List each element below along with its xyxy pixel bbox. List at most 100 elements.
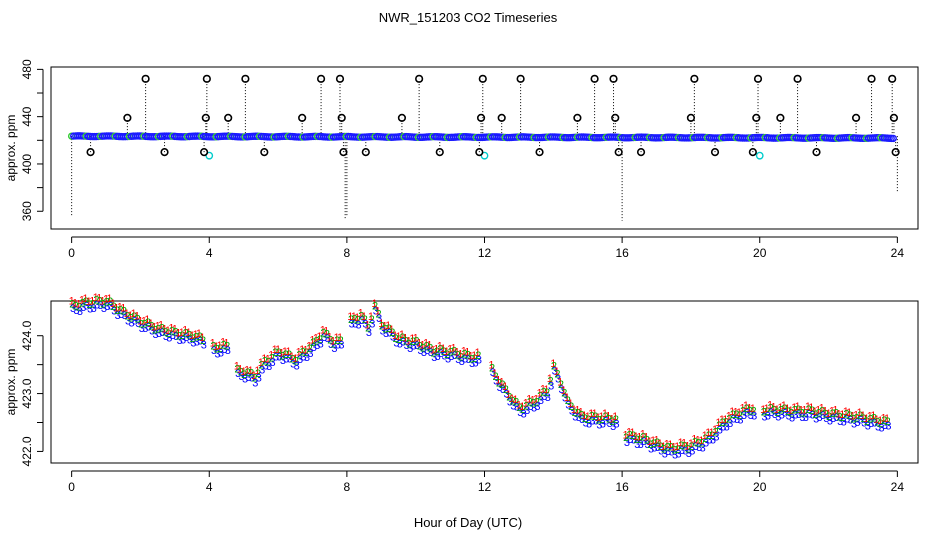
outlier-point	[397, 113, 407, 122]
series-3-point: 3	[689, 446, 695, 458]
series-2-point: 2	[861, 413, 867, 425]
series-3-point: 3	[713, 431, 719, 443]
series-3-point: 3	[411, 341, 417, 353]
outlier-point	[710, 148, 720, 157]
series-2-point: 2	[561, 388, 567, 400]
series-2-point: 2	[135, 313, 141, 325]
series-3-point: 3	[356, 319, 362, 331]
series-2-point: 2	[647, 439, 653, 451]
series-1-point: 1	[609, 413, 615, 425]
series-3-point: 3	[827, 416, 833, 428]
series-2-point: 2	[613, 414, 619, 426]
outlier-point	[224, 113, 233, 122]
series-2-point: 2	[744, 403, 750, 415]
outlier-point	[260, 148, 269, 157]
series-3-point: 3	[792, 409, 798, 421]
series-3-point: 3	[693, 441, 699, 453]
series-3-point: 3	[445, 354, 451, 366]
series-1-point: 1	[595, 412, 601, 424]
series-3-point: 3	[414, 340, 420, 352]
series-2-point: 2	[795, 404, 801, 416]
series-3-point: 3	[706, 435, 712, 447]
series-1-point: 1	[368, 311, 374, 323]
series-2-point: 2	[193, 332, 199, 344]
series-3-point: 3	[627, 434, 633, 446]
series-2-point: 2	[675, 444, 681, 456]
series-3-point: 3	[325, 333, 331, 345]
series-1-point: 1	[667, 439, 673, 451]
series-2-point: 2	[716, 420, 722, 432]
series-3-point: 3	[438, 348, 444, 360]
series-3-point: 3	[589, 415, 595, 427]
series-2-point: 2	[706, 430, 712, 442]
series-2-point: 2	[761, 407, 767, 419]
series-1-point: 1	[853, 410, 859, 422]
series-1-point: 1	[131, 308, 137, 320]
series-1-point: 1	[468, 350, 474, 362]
series-3-point: 3	[139, 323, 145, 335]
series-2-point: 2	[713, 427, 719, 439]
series-1-point: 1	[186, 327, 192, 339]
series-1-point: 1	[622, 429, 628, 441]
series-2-point: 2	[709, 430, 715, 442]
series-3-point: 3	[311, 342, 317, 354]
outlier-point	[241, 74, 250, 83]
series-2-point: 2	[720, 417, 726, 429]
series-1-point: 1	[282, 346, 288, 358]
series-1-point: 1	[378, 318, 384, 330]
series-1-point: 1	[82, 293, 88, 305]
series-3-point: 3	[297, 354, 303, 366]
series-1-point: 1	[585, 411, 591, 423]
series-2-point: 2	[836, 411, 842, 423]
outlier-point	[335, 74, 345, 83]
series-2-point: 2	[575, 407, 581, 419]
series-1-point: 1	[361, 311, 367, 323]
series-2-point: 2	[726, 414, 732, 426]
series-3-point: 3	[514, 401, 520, 413]
series-2-point: 2	[806, 404, 812, 416]
outlier-point	[200, 148, 209, 157]
series-3-point: 3	[287, 354, 293, 366]
series-1-point: 1	[492, 368, 498, 380]
series-2-point: 2	[850, 414, 856, 426]
series-2-point: 2	[351, 314, 357, 326]
series-2-point: 2	[265, 356, 271, 368]
series-1-point: 1	[389, 324, 395, 336]
outlier-point	[123, 113, 132, 122]
series-3-point: 3	[624, 437, 630, 449]
series-3-point: 3	[201, 340, 207, 352]
series-1-point: 1	[843, 406, 849, 418]
series-1-point: 1	[509, 393, 515, 405]
series-1-point: 1	[523, 397, 529, 409]
series-1-point: 1	[764, 403, 770, 415]
series-3-point: 3	[276, 352, 282, 364]
series-3-point: 3	[170, 330, 176, 342]
series-3-point: 3	[724, 421, 730, 433]
series-3-point: 3	[173, 331, 179, 343]
series-2-point: 2	[176, 330, 182, 342]
series-2-point: 2	[372, 301, 378, 313]
series-1-point: 1	[736, 407, 742, 419]
series-2-point: 2	[668, 442, 674, 454]
series-1-point: 1	[444, 346, 450, 358]
series-3-point: 3	[521, 408, 527, 420]
series-2-point: 2	[121, 306, 127, 318]
series-1-point: 1	[705, 427, 711, 439]
series-2-point: 2	[792, 405, 798, 417]
series-2-point: 2	[565, 395, 571, 407]
series-1-point: 1	[798, 405, 804, 417]
series-3-point: 3	[775, 412, 781, 424]
series-2-point: 2	[864, 416, 870, 428]
series-3-point: 3	[583, 418, 589, 430]
series-3-point: 3	[803, 412, 809, 424]
series-3-point: 3	[259, 364, 265, 376]
series-2-point: 2	[689, 441, 695, 453]
series-2-point: 2	[234, 364, 240, 376]
series-2-point: 2	[517, 402, 523, 414]
series-2-point: 2	[492, 371, 498, 383]
series-2-point: 2	[186, 330, 192, 342]
series-3-point: 3	[435, 351, 441, 363]
series-2-point: 2	[599, 414, 605, 426]
series-2-point: 2	[169, 325, 175, 337]
series-1-point: 1	[571, 404, 577, 416]
